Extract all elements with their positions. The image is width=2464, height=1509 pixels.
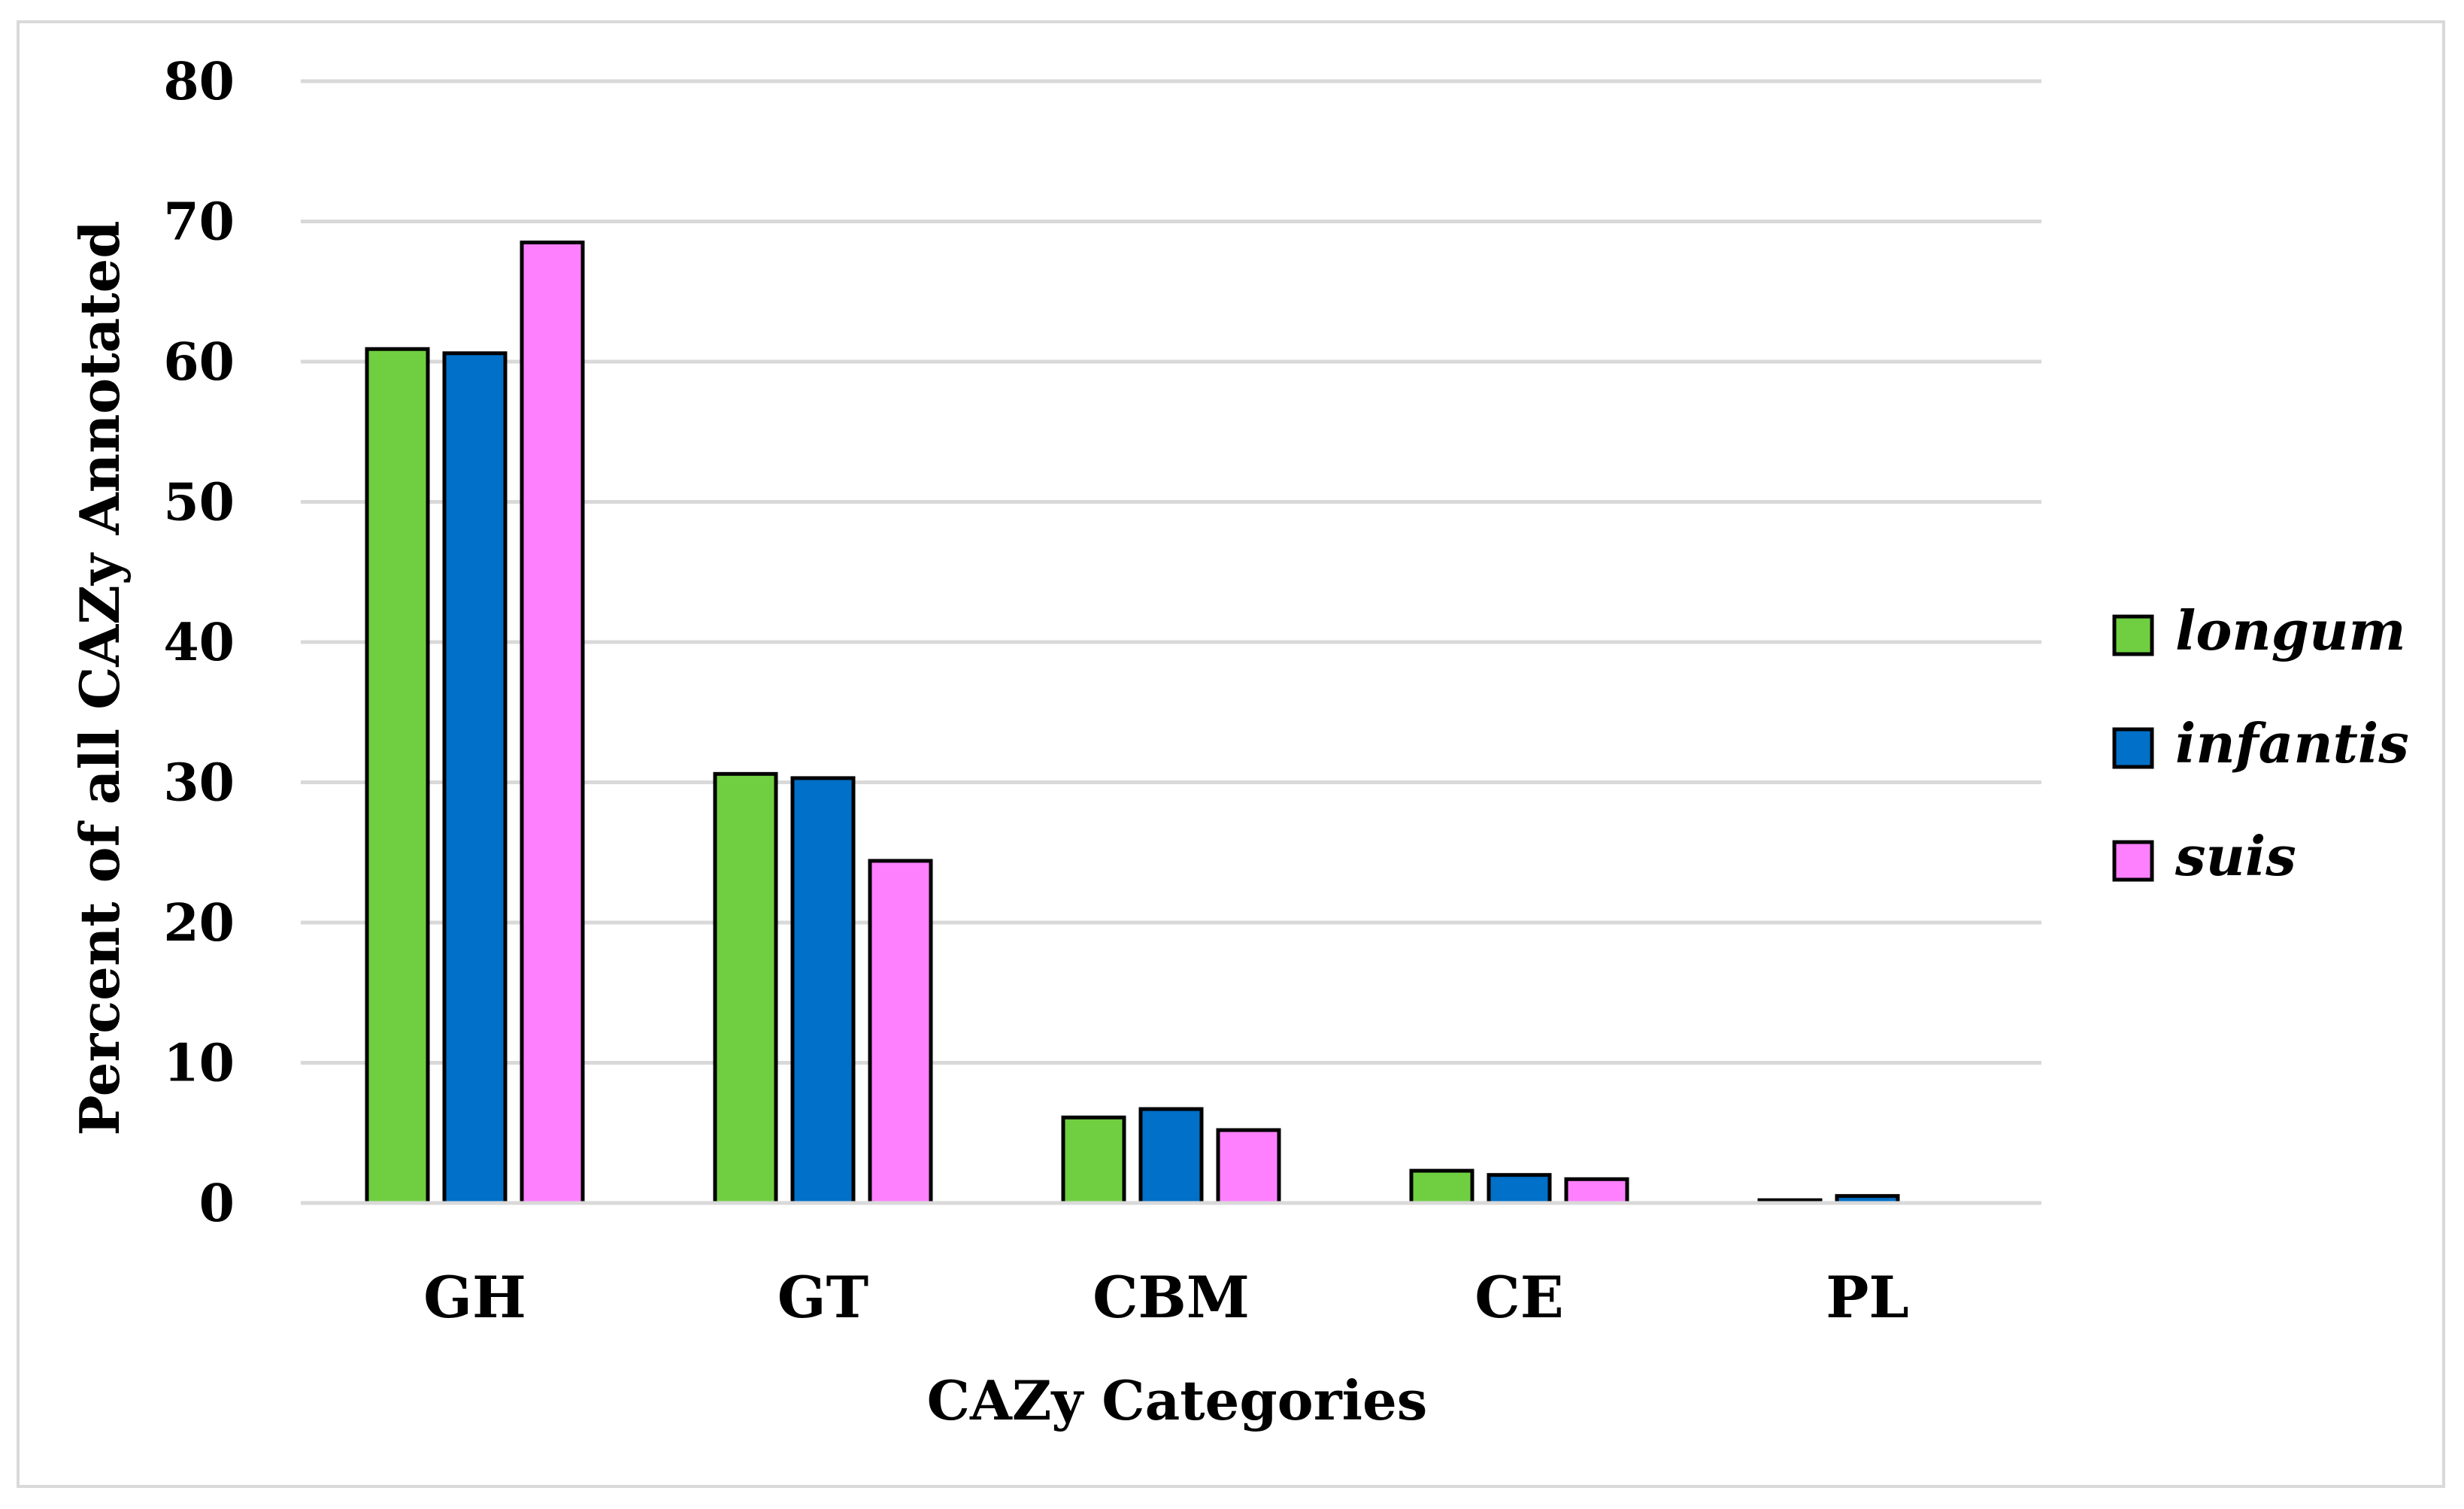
legend-swatch-infantis bbox=[2112, 727, 2154, 769]
bar-suis-CBM bbox=[1216, 1128, 1281, 1205]
bar-longum-GT bbox=[713, 771, 778, 1205]
bar-infantis-CBM bbox=[1138, 1107, 1204, 1205]
x-axis-tick-labels: GH GT CBM CE PL bbox=[423, 1264, 1909, 1331]
x-tick-label: GH bbox=[423, 1264, 526, 1331]
y-tick-label: 40 bbox=[163, 613, 235, 673]
bar-longum-CE bbox=[1409, 1168, 1474, 1205]
y-tick-label: 10 bbox=[163, 1034, 235, 1094]
legend-swatch-suis bbox=[2112, 840, 2154, 882]
legend-label-infantis: infantis bbox=[2175, 711, 2409, 775]
bar-longum-GH bbox=[365, 347, 430, 1205]
y-axis-tick-labels: 0 10 20 30 40 50 60 70 80 bbox=[163, 52, 235, 1234]
x-tick-label: GT bbox=[777, 1264, 868, 1331]
bar-infantis-GT bbox=[790, 776, 856, 1205]
y-tick-label: 0 bbox=[199, 1174, 235, 1234]
gridlines bbox=[301, 79, 2041, 1065]
bar-infantis-GH bbox=[442, 351, 508, 1205]
legend-label-suis: suis bbox=[2175, 824, 2296, 888]
bar-infantis-CE bbox=[1487, 1173, 1552, 1205]
legend-label-longum: longum bbox=[2175, 598, 2406, 662]
legend-swatch-longum bbox=[2112, 614, 2154, 656]
x-tick-label: CE bbox=[1474, 1264, 1563, 1331]
y-tick-label: 30 bbox=[163, 753, 235, 814]
bar-suis-GT bbox=[868, 859, 933, 1205]
bar-suis-CE bbox=[1564, 1177, 1629, 1205]
legend: longum infantis suis bbox=[2112, 598, 2409, 888]
x-tick-label: CBM bbox=[1093, 1264, 1250, 1331]
x-tick-label: PL bbox=[1826, 1264, 1909, 1331]
bars bbox=[365, 240, 1900, 1205]
y-axis-title: Percent of all CAZy Annotated bbox=[68, 220, 132, 1135]
x-axis-title: CAZy Categories bbox=[927, 1368, 1428, 1432]
bar-suis-GH bbox=[520, 240, 585, 1205]
y-tick-label: 80 bbox=[163, 52, 235, 112]
bar-longum-CBM bbox=[1061, 1115, 1126, 1205]
y-tick-label: 60 bbox=[163, 332, 235, 392]
y-tick-label: 50 bbox=[163, 473, 235, 533]
y-tick-label: 70 bbox=[163, 192, 235, 253]
y-tick-label: 20 bbox=[163, 893, 235, 953]
